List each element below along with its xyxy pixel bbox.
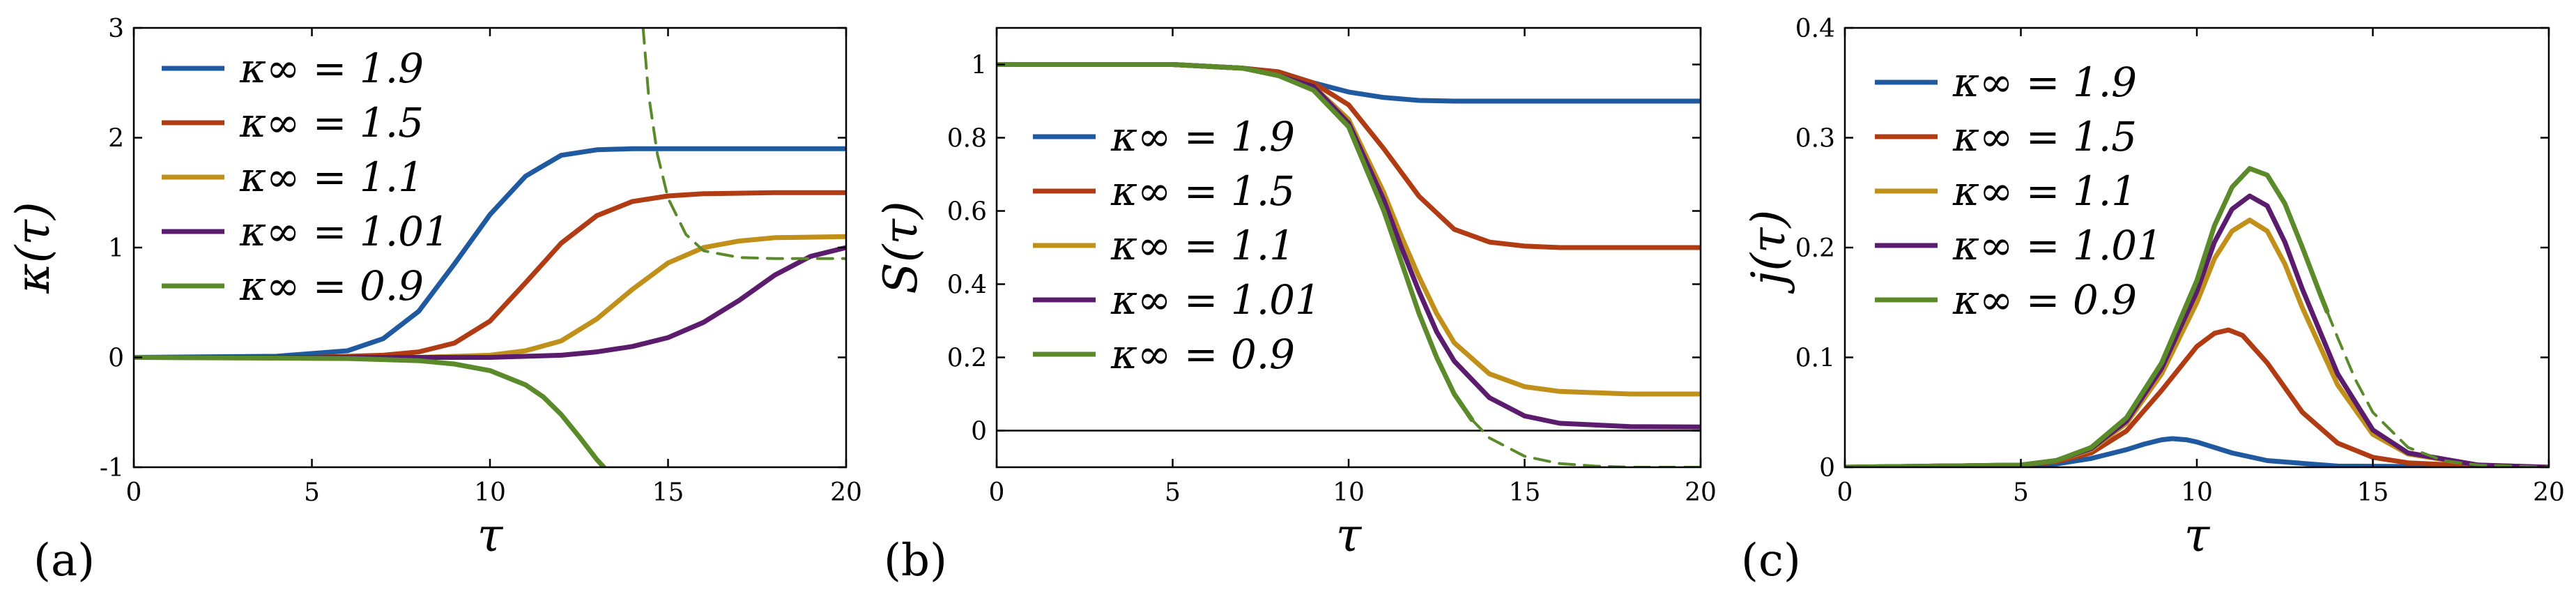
y-tick-label: 0 — [1819, 454, 1835, 483]
legend-label: κ∞ = 1.1 — [1952, 167, 2137, 215]
legend-label: κ∞ = 1.01 — [239, 208, 450, 255]
legend-label: κ∞ = 1.1 — [1110, 222, 1295, 269]
x-tick-label: 5 — [2013, 478, 2029, 507]
x-tick-label: 15 — [2357, 478, 2389, 507]
y-tick-label: 0.6 — [947, 198, 987, 227]
y-tick-label: 0.8 — [947, 125, 987, 153]
x-tick-label: 5 — [1165, 478, 1181, 507]
legend-label: κ∞ = 1.01 — [1952, 222, 2163, 269]
y-tick-label: 0.1 — [1795, 344, 1835, 373]
legend-label: κ∞ = 1.9 — [1110, 113, 1295, 160]
series-line-3 — [997, 62, 1701, 397]
y-axis-label: κ(τ) — [6, 202, 60, 294]
y-tick-label: 0.4 — [947, 271, 987, 300]
y-tick-label: 0.4 — [1795, 15, 1835, 43]
series-line-1 — [997, 62, 1701, 104]
y-axis-label: j(τ) — [1742, 210, 1795, 294]
panel-label: (c) — [1741, 535, 1801, 586]
x-tick-label: 0 — [126, 478, 142, 507]
series-dashed-line-6 — [2325, 310, 2549, 467]
x-tick-label: 20 — [830, 478, 862, 507]
x-tick-label: 5 — [304, 478, 320, 507]
x-tick-label: 15 — [652, 478, 684, 507]
series-line-1 — [1845, 436, 2549, 467]
x-axis-label: τ — [2184, 508, 2211, 562]
legend-label: κ∞ = 0.9 — [239, 262, 424, 310]
series-dashed-line-6 — [641, 28, 846, 260]
legend-label: κ∞ = 0.9 — [1952, 276, 2137, 324]
series-line-1 — [134, 146, 846, 360]
x-tick-label: 0 — [989, 478, 1005, 507]
legend-label: κ∞ = 1.01 — [1110, 276, 1321, 324]
panel-label: (a) — [33, 535, 95, 586]
x-tick-label: 10 — [474, 478, 506, 507]
y-tick-label: 1 — [971, 52, 987, 80]
series-line-4 — [134, 245, 846, 360]
legend-label: κ∞ = 1.1 — [239, 153, 424, 201]
series-line-5 — [1845, 166, 2330, 467]
y-tick-label: -1 — [100, 454, 124, 483]
legend: κ∞ = 1.9 κ∞ = 1.5 κ∞ = 1.1 κ∞ = 1.01 κ∞ = 0.… — [1033, 113, 1321, 378]
series-line-5 — [997, 62, 1475, 423]
legend-label: κ∞ = 1.5 — [239, 99, 424, 146]
y-tick-label: 0 — [971, 418, 987, 446]
legend-label: κ∞ = 0.9 — [1110, 331, 1295, 378]
series-line-4 — [1845, 193, 2549, 467]
series-line-2 — [1845, 327, 2549, 467]
y-tick-label: 3 — [108, 15, 124, 43]
series-line-5 — [134, 355, 606, 467]
x-tick-label: 15 — [1509, 478, 1541, 507]
legend-label: κ∞ = 1.9 — [1952, 59, 2137, 106]
series-dashed-line-6 — [1470, 418, 1701, 467]
y-tick-label: 0.2 — [947, 344, 987, 373]
legend: κ∞ = 1.9 κ∞ = 1.5 κ∞ = 1.1 κ∞ = 1.01 κ∞ = 0.… — [1875, 59, 2163, 324]
legend-label: κ∞ = 1.9 — [239, 45, 424, 92]
y-tick-label: 1 — [108, 234, 124, 263]
panel-label: (b) — [884, 535, 947, 586]
y-tick-label: 0.2 — [1795, 234, 1835, 263]
x-axis-label: τ — [1336, 508, 1363, 562]
x-axis-label: τ — [477, 508, 504, 562]
x-tick-label: 10 — [2181, 478, 2213, 507]
x-tick-label: 20 — [1685, 478, 1717, 507]
legend-label: κ∞ = 1.5 — [1110, 167, 1295, 215]
x-tick-label: 20 — [2533, 478, 2565, 507]
y-tick-label: 0 — [108, 344, 124, 373]
legend: κ∞ = 1.9 κ∞ = 1.5 κ∞ = 1.1 κ∞ = 1.01 κ∞ = 0.… — [162, 45, 450, 310]
x-tick-label: 10 — [1333, 478, 1365, 507]
y-tick-label: 2 — [108, 125, 124, 153]
series-line-2 — [134, 190, 846, 360]
x-tick-label: 0 — [1837, 478, 1853, 507]
legend-label: κ∞ = 1.5 — [1952, 113, 2137, 160]
y-axis-label: S(τ) — [874, 201, 928, 294]
axes-box — [1843, 26, 2550, 469]
y-tick-label: 0.3 — [1795, 125, 1835, 153]
